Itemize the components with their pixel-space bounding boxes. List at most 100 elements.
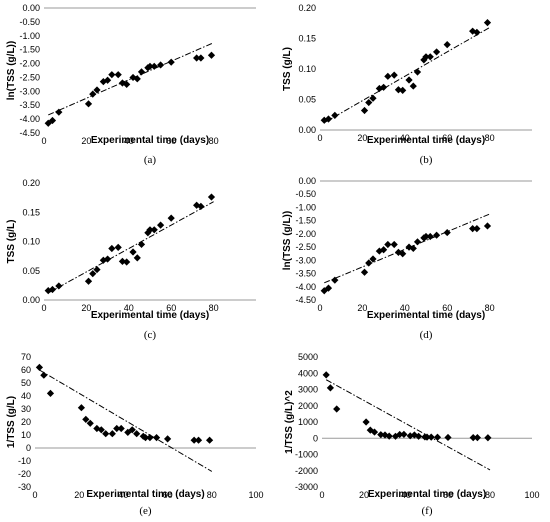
x-axis-title: Experimental time (days) [367,135,485,146]
x-tick-label: 80 [209,303,219,313]
data-point [409,82,417,90]
y-tick-label: 0.15 [22,207,40,217]
data-point [375,84,383,93]
data-point [84,100,93,108]
x-axis-title: Experimental time (days) [368,489,486,500]
data-point [102,430,110,438]
y-tick-label: -4.50 [295,295,316,305]
y-axis-title: 1/TSS (g/L)^2 [284,390,295,454]
data-point [40,371,48,379]
x-tick-label: 40 [401,490,411,500]
data-point [443,228,451,237]
data-point [146,226,154,234]
data-point [48,285,57,294]
x-tick-label: 20 [81,303,91,313]
y-tick-label: -2.00 [19,59,40,69]
y-tick-label: 0.05 [298,95,316,105]
y-tick-label: -2.00 [295,229,316,239]
data-point [370,428,379,436]
y-tick-label: 0.10 [22,237,40,247]
data-point [324,284,333,292]
x-axis-title: Experimental time (days) [86,489,204,500]
x-axis-title: Experimental time (days) [91,310,209,321]
y-tick-label: 0.10 [298,64,316,74]
y-tick-label: 3000 [298,385,318,395]
x-tick-label: 80 [485,490,495,500]
x-axis-title: Experimental time (days) [367,310,485,321]
x-tick-label: 20 [357,133,367,143]
data-point [413,68,422,76]
x-tick-label: 40 [400,133,410,143]
x-tick-label: 80 [209,136,219,146]
data-point [55,282,63,290]
data-point [124,428,132,436]
panel-label: (b) [420,154,433,166]
data-point [193,54,201,62]
data-point [396,430,404,439]
data-point [35,363,44,371]
y-axis-title: 1/TSS (g/L) [6,396,17,448]
data-point [146,434,154,442]
data-point [399,250,407,258]
data-point [194,436,203,444]
x-tick-label: 80 [485,133,495,143]
x-tick-label: 40 [400,303,410,313]
data-point [108,244,116,253]
x-tick-label: 0 [41,303,46,313]
data-point [415,432,423,440]
data-point [197,54,205,62]
data-point [82,415,90,423]
data-point [46,389,55,397]
y-tick-label: 0.15 [298,34,316,44]
panel-c: 0.00 0.05 0.10 0.15 0.20 0 20 40 60 80Experimenta… [6,178,256,341]
data-point [320,116,328,124]
x-tick-label: 100 [248,490,263,500]
data-point [164,435,172,443]
data-point [473,434,481,442]
data-point [443,41,451,49]
x-tick-label: 0 [317,133,322,143]
data-point [405,243,413,251]
x-tick-label: 0 [41,136,46,146]
x-tick-label: 100 [524,490,539,500]
y-tick-label: -4.00 [19,114,40,124]
trend-line [48,42,214,116]
trend-line [47,201,214,294]
data-point [157,221,165,229]
y-tick-label: -2.50 [19,72,40,82]
y-tick-label: 2000 [298,401,318,411]
y-tick-label: -3.00 [295,255,316,265]
data-point [150,62,158,70]
data-point [123,258,131,266]
data-point [84,277,93,285]
data-point [469,225,477,233]
data-point [48,116,57,125]
data-point [409,244,417,253]
data-point [99,78,107,86]
y-tick-label: -1.00 [19,31,40,41]
data-point [413,238,422,246]
y-tick-label: 4000 [298,368,318,378]
y-tick-label: 0 [26,443,31,453]
data-point [118,257,127,265]
data-point [89,90,97,98]
data-point [422,232,430,241]
x-tick-label: 20 [81,136,91,146]
data-point [86,419,94,427]
data-point [422,53,430,61]
data-point [369,255,377,263]
data-point [97,426,105,434]
y-tick-label: 60 [21,365,31,375]
data-point [375,247,383,255]
data-point [405,76,413,84]
data-point [322,371,330,379]
data-point [433,231,441,239]
data-point [394,86,403,94]
data-point [399,86,407,94]
data-point [104,255,112,263]
y-axis-title: TSS (g/L) [282,47,293,91]
panel-d: 0.00 -0.50 -1.00 -1.50 -2.00 -2.50 -3.00 -3.50 -… [282,176,532,341]
data-point [331,111,339,119]
data-point [104,76,112,84]
